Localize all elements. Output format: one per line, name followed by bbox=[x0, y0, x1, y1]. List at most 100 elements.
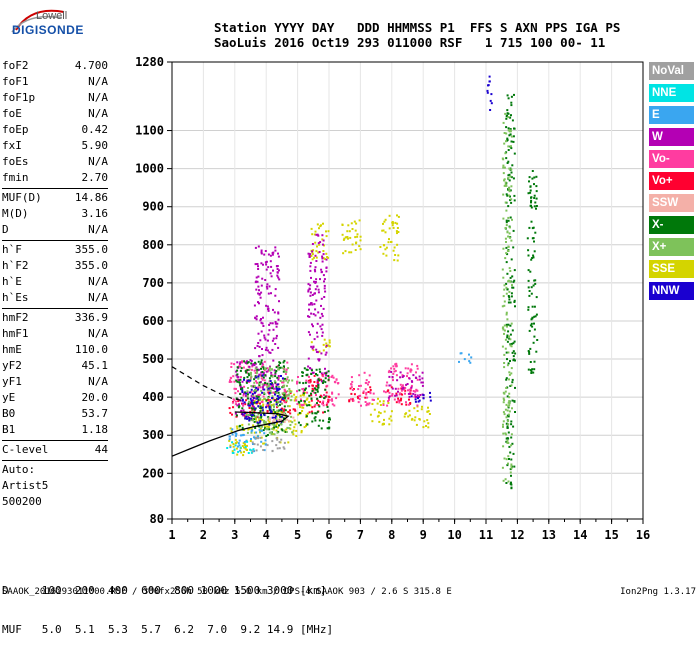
scatter-point-x bbox=[308, 394, 311, 397]
scatter-point-w bbox=[273, 311, 276, 314]
parameter-name: C-level bbox=[2, 443, 49, 456]
scatter-point-nnw bbox=[277, 398, 280, 400]
parameter-row: Artist5 bbox=[2, 478, 108, 494]
scatter-point-vo bbox=[408, 403, 410, 406]
scatter-point-noval bbox=[280, 438, 283, 441]
parameter-value: 110.0 bbox=[74, 343, 108, 356]
scatter-point-w bbox=[272, 251, 275, 254]
scatter-point-sse bbox=[234, 438, 237, 441]
scatter-point-sse bbox=[261, 399, 264, 402]
scatter-point-sse bbox=[242, 454, 245, 457]
parameter-name: foF2 bbox=[2, 59, 29, 72]
scatter-point-vo bbox=[348, 399, 351, 402]
x-tick-label: 8 bbox=[388, 528, 395, 542]
scatter-point-nnw bbox=[269, 380, 272, 383]
scatter-point-w bbox=[258, 293, 261, 295]
scatter-point-w bbox=[325, 266, 328, 269]
scatter-point-x bbox=[273, 433, 276, 436]
scatter-point-nnw bbox=[250, 402, 253, 405]
scatter-point-w bbox=[254, 316, 257, 319]
scatter-point-noval bbox=[262, 449, 265, 451]
scatter-point-x bbox=[535, 185, 538, 188]
parameter-value: N/A bbox=[88, 223, 108, 236]
separator-line bbox=[2, 460, 108, 461]
parameter-row: yF1 N/A bbox=[2, 374, 108, 390]
scatter-point-nne bbox=[239, 446, 242, 449]
scatter-point-sse bbox=[298, 403, 301, 406]
scatter-point-sse bbox=[384, 218, 387, 221]
scatter-point-sse bbox=[295, 396, 298, 398]
scatter-point-w bbox=[324, 290, 327, 293]
scatter-point-vo bbox=[257, 386, 260, 389]
scatter-point-x bbox=[248, 400, 250, 403]
scatter-point-x bbox=[253, 412, 255, 415]
scatter-point-x bbox=[257, 377, 260, 380]
scatter-point-x bbox=[501, 305, 504, 308]
scatter-point-nnw bbox=[429, 396, 432, 399]
scatter-point-x bbox=[255, 395, 258, 398]
scatter-point-sse bbox=[232, 443, 235, 445]
scatter-point-sse bbox=[310, 254, 313, 257]
scatter-point-x bbox=[259, 363, 262, 366]
scatter-point-x bbox=[530, 286, 533, 289]
x-tick-label: 1 bbox=[168, 528, 175, 542]
scatter-point-nnw bbox=[268, 392, 271, 394]
scatter-point-sse bbox=[229, 427, 232, 430]
scatter-point-vo bbox=[357, 401, 360, 404]
scatter-point-x bbox=[502, 479, 505, 482]
scatter-point-sse bbox=[383, 220, 386, 223]
scatter-point-x bbox=[505, 422, 508, 425]
scatter-point-vo bbox=[233, 399, 236, 402]
scatter-point-sse bbox=[323, 257, 326, 260]
scatter-point-e bbox=[460, 352, 463, 355]
scatter-point-x bbox=[505, 132, 508, 135]
scatter-point-sse bbox=[344, 250, 347, 253]
scatter-point-x bbox=[276, 431, 279, 434]
scatter-point-sse bbox=[276, 422, 278, 425]
scatter-point-x bbox=[314, 387, 316, 390]
scatter-point-x bbox=[254, 375, 257, 378]
scatter-point-x bbox=[505, 437, 508, 440]
scatter-point-x bbox=[276, 376, 279, 379]
scatter-point-w bbox=[421, 384, 424, 387]
scatter-point-sse bbox=[349, 236, 352, 239]
scatter-point-w bbox=[262, 325, 265, 327]
scatter-point-vo bbox=[283, 408, 286, 411]
scatter-point-sse bbox=[379, 400, 381, 403]
scatter-point-sse bbox=[303, 402, 306, 405]
scatter-point-w bbox=[322, 239, 325, 242]
scatter-point-w bbox=[310, 302, 312, 305]
scatter-point-x bbox=[289, 390, 292, 393]
scatter-point-vo bbox=[230, 362, 233, 365]
scatter-point-sse bbox=[351, 243, 354, 246]
scatter-point-vo bbox=[358, 374, 361, 377]
y-tick-label: 1100 bbox=[135, 124, 164, 138]
scatter-point-w bbox=[264, 250, 267, 252]
scatter-point-sse bbox=[411, 417, 414, 420]
scatter-point-w bbox=[255, 318, 258, 321]
scatter-point-vo bbox=[309, 378, 312, 381]
scatter-point-x bbox=[264, 421, 267, 424]
scatter-point-w bbox=[239, 386, 242, 389]
scatter-point-x bbox=[279, 403, 281, 406]
x-tick-label: 3 bbox=[231, 528, 238, 542]
scatter-point-w bbox=[259, 319, 262, 322]
scatter-point-w bbox=[274, 294, 277, 297]
scatter-point-e bbox=[250, 430, 253, 433]
scatter-point-w bbox=[320, 372, 323, 375]
scatter-point-w bbox=[272, 337, 275, 340]
scatter-point-noval bbox=[257, 437, 259, 440]
scatter-point-w bbox=[421, 377, 424, 380]
scatter-point-nnw bbox=[266, 402, 269, 405]
scatter-point-w bbox=[310, 276, 312, 279]
scatter-point-nnw bbox=[274, 393, 276, 396]
scatter-point-x bbox=[282, 420, 285, 423]
scatter-point-e bbox=[253, 450, 256, 453]
scatter-point-x bbox=[257, 395, 260, 398]
scatter-point-nnw bbox=[274, 415, 277, 418]
scatter-point-x bbox=[306, 423, 309, 426]
scatter-point-x bbox=[535, 175, 538, 178]
scatter-point-x bbox=[510, 436, 513, 439]
scatter-point-x bbox=[529, 204, 532, 207]
scatter-point-sse bbox=[403, 415, 406, 418]
